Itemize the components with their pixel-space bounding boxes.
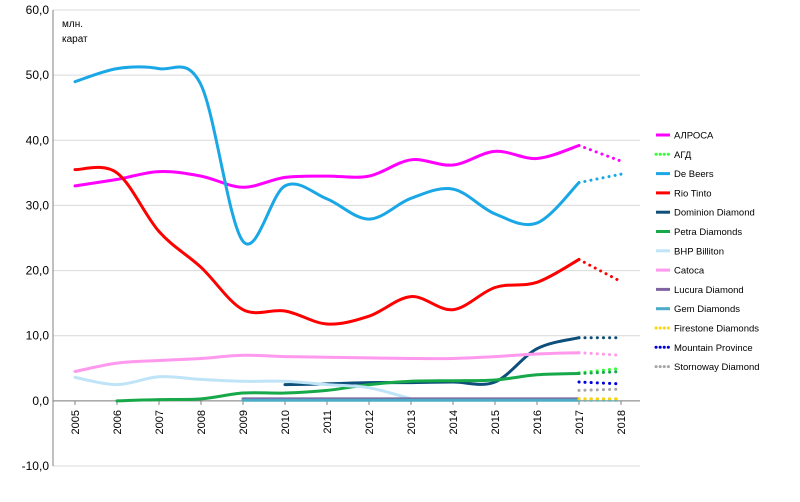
x-tick-label: 2016 (532, 410, 544, 434)
series-line (115, 372, 581, 403)
series-line (73, 375, 413, 401)
x-tick-label: 2012 (364, 410, 376, 434)
legend-label: Lucura Diamond (674, 285, 744, 296)
legend-item: Stornoway Diamond (654, 362, 760, 373)
x-tick-label: 2008 (196, 410, 208, 434)
y-tick-label: 40,0 (26, 133, 50, 147)
y-tick-label: 20,0 (26, 264, 50, 278)
x-tick-label: 2010 (280, 410, 292, 434)
legend-item: Catoca (656, 266, 705, 277)
legend-label: АГД (674, 150, 692, 161)
y-tick-label: 30,0 (26, 198, 50, 212)
legend-label: Petra Diamonds (674, 227, 742, 238)
unit-label-line-2: карат (62, 34, 88, 45)
x-tick-label: 2013 (406, 410, 418, 434)
series-forecast-line (577, 387, 623, 392)
series-lines (73, 65, 623, 403)
legend-label: Stornoway Diamond (674, 362, 760, 373)
legend-item: Rio Tinto (656, 188, 712, 199)
legend-item: Gem Diamonds (656, 304, 740, 315)
y-tick-label: 60,0 (26, 3, 50, 17)
unit-label-line-1: млн. (62, 19, 83, 30)
legend-item: BHP Billiton (656, 246, 724, 257)
legend-item: Petra Diamonds (656, 227, 742, 238)
legend-item: Firestone Diamonds (654, 324, 759, 335)
x-tick-label: 2017 (574, 410, 586, 434)
series-line (73, 165, 581, 326)
series-line (73, 65, 581, 246)
series-forecast-line (577, 144, 623, 163)
legend-label: Dominion Diamond (674, 208, 755, 219)
x-tick-label: 2007 (154, 410, 166, 434)
y-axis-ticks: -10,0 0,0 10,0 20,0 30,0 40,0 50,0 60,0 (22, 3, 50, 473)
x-tick-label: 2018 (616, 410, 628, 434)
y-tick-label: 10,0 (26, 329, 50, 343)
series-forecast-line (577, 172, 623, 185)
y-tick-label: -10,0 (22, 459, 50, 473)
legend-item: De Beers (656, 169, 714, 180)
legend-label: Mountain Province (674, 343, 753, 354)
legend-item: Mountain Province (654, 343, 753, 354)
legend-label: АЛРОСА (674, 131, 714, 142)
y-tick-label: 0,0 (32, 394, 49, 408)
legend-item: АЛРОСА (656, 131, 714, 142)
y-tick-label: 50,0 (26, 68, 50, 82)
legend-label: De Beers (674, 169, 714, 180)
x-tick-label: 2009 (238, 410, 250, 434)
legend-label: BHP Billiton (674, 246, 724, 257)
legend: АЛРОСА АГД De Beers Rio Tinto Dominion Diamo… (654, 131, 760, 373)
series-line (73, 144, 581, 189)
legend-item: Lucura Diamond (656, 285, 744, 296)
legend-label: Catoca (674, 266, 705, 277)
x-axis-ticks: 2005 2006 2007 2008 2009 2010 2011 2012 2013 2014… (70, 410, 628, 434)
series-forecast-line (577, 370, 623, 375)
x-tick-label: 2006 (112, 410, 124, 434)
x-tick-label: 2005 (70, 410, 82, 434)
series-forecast-line (577, 258, 623, 284)
legend-label: Rio Tinto (674, 188, 712, 199)
x-tick-label: 2014 (448, 410, 460, 434)
legend-label: Gem Diamonds (674, 304, 740, 315)
legend-item: АГД (654, 150, 692, 161)
series-forecast-line (577, 380, 623, 386)
series-line (73, 351, 581, 373)
x-tick-label: 2015 (490, 410, 502, 434)
legend-item: Dominion Diamond (656, 208, 755, 219)
series-forecast-line (577, 351, 623, 357)
series-line (283, 336, 581, 387)
legend-label: Firestone Diamonds (674, 324, 759, 335)
x-tick-label: 2011 (322, 410, 334, 434)
